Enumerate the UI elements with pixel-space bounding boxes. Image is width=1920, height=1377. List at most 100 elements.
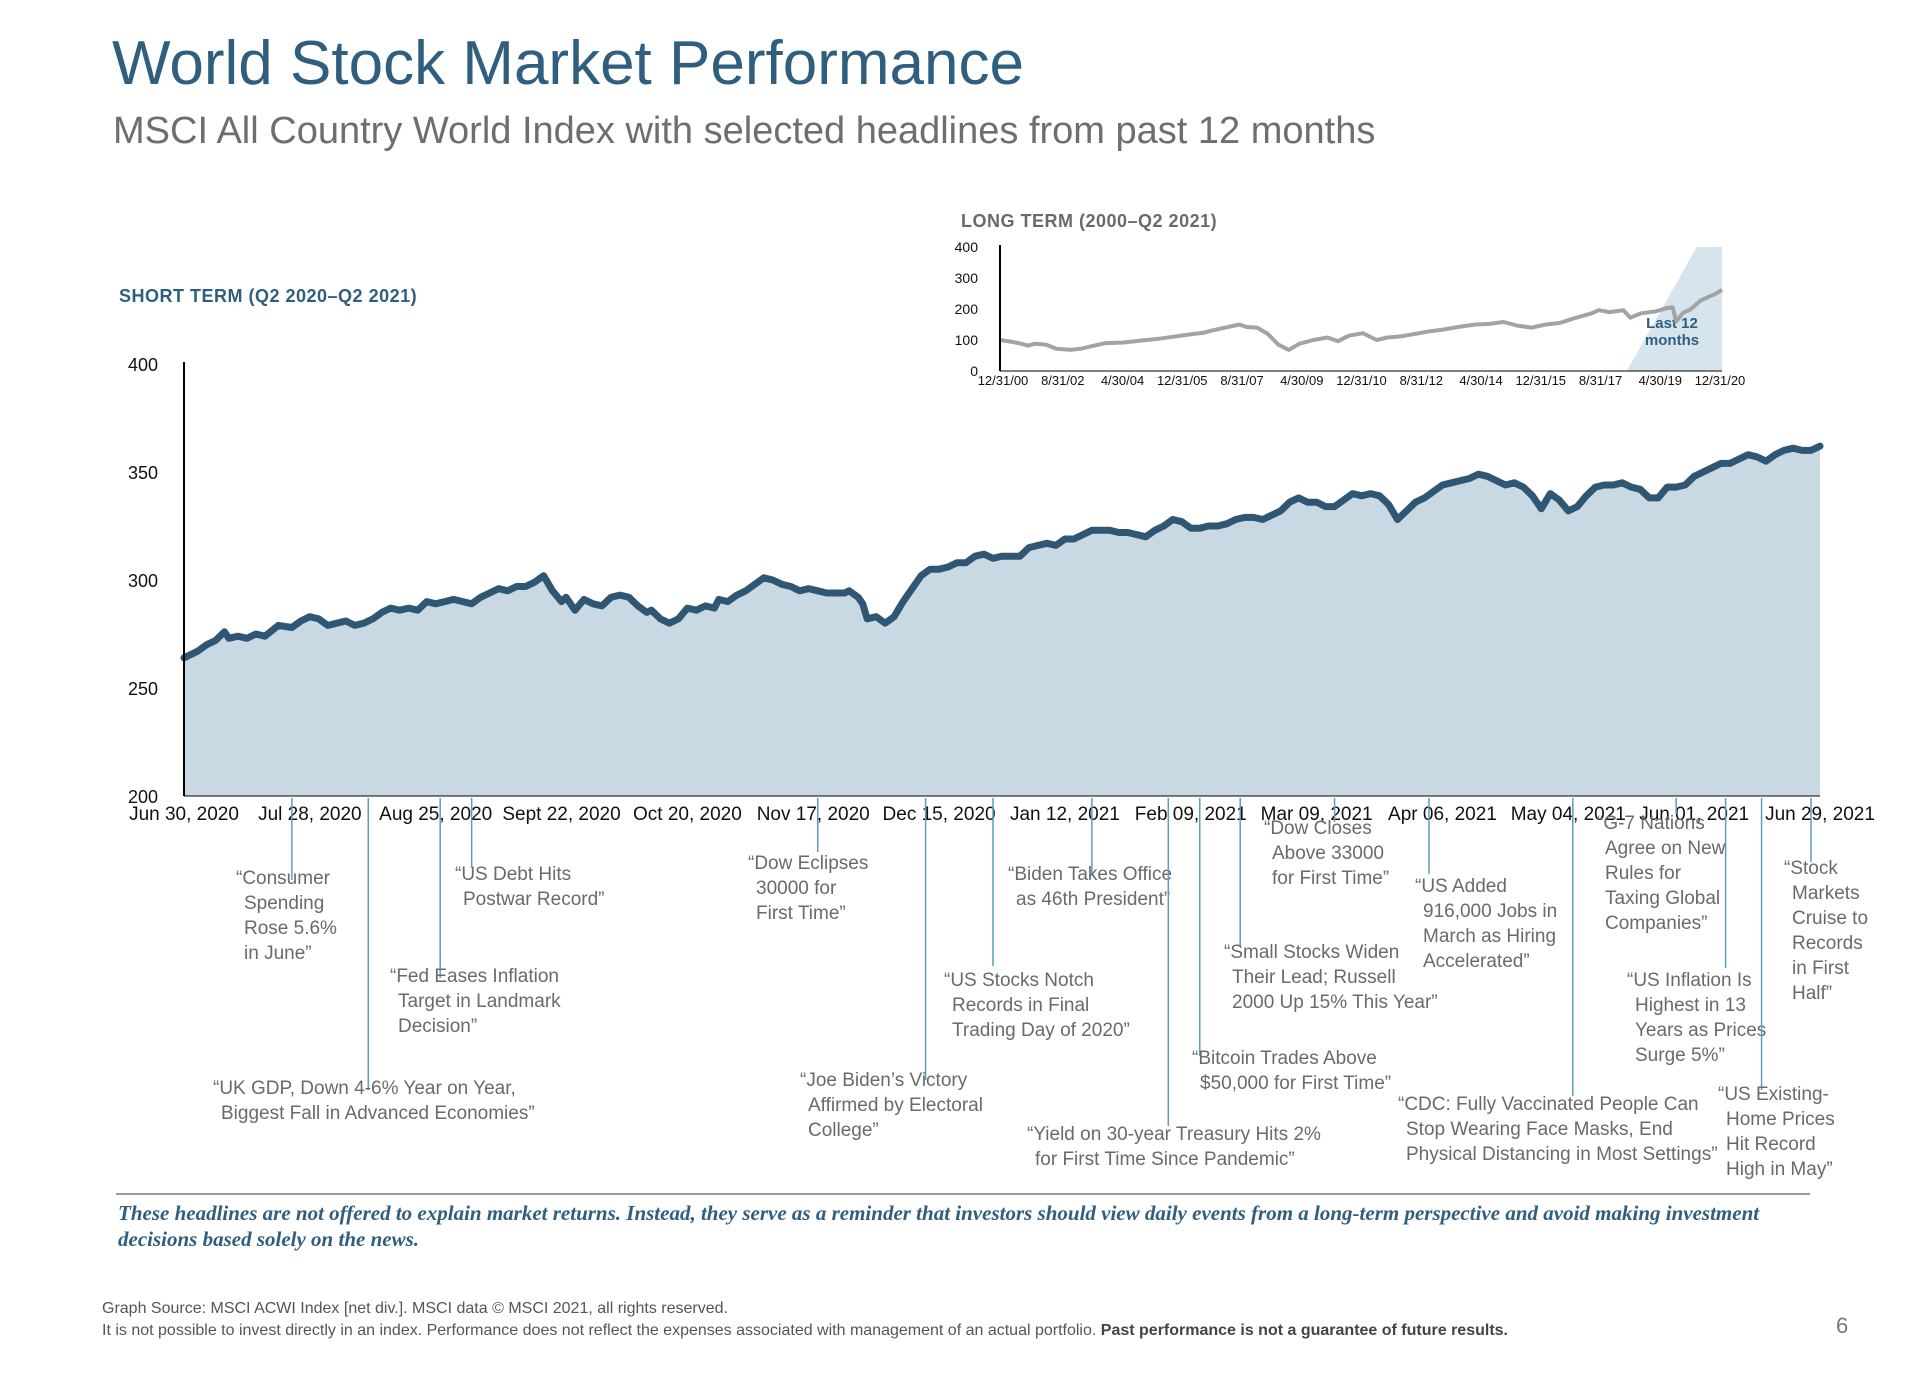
headline-line: Markets <box>1792 883 1860 904</box>
inset-y-tick-label: 300 <box>955 270 979 286</box>
headline-line: “Biden Takes Office <box>1008 864 1172 885</box>
y-tick-label: 300 <box>128 571 158 591</box>
headline-line: Decision” <box>398 1016 477 1037</box>
x-tick-label: Jun 29, 2021 <box>1765 804 1875 825</box>
headline-line: Records in Final <box>952 995 1089 1016</box>
headline-line: College” <box>808 1120 879 1141</box>
page-subtitle: MSCI All Country World Index with select… <box>113 110 1376 152</box>
headline-text: “US Inflation Is Highest in 13 Years as Pr… <box>1627 970 1766 1066</box>
headline-text: “Dow Closes Above 33000 for First Time” <box>1264 818 1389 889</box>
headline-line: “Bitcoin Trades Above <box>1192 1048 1377 1069</box>
headline-line: as 46th President” <box>1016 889 1170 910</box>
x-tick-label: Mar 09, 2021 <box>1261 804 1373 825</box>
headline-line: “Consumer <box>236 868 331 889</box>
headline-text: “US Added 916,000 Jobs in March as Hiring A… <box>1415 876 1557 972</box>
headline-line: “Dow Closes <box>1264 818 1372 839</box>
x-tick-label: May 04, 2021 <box>1511 804 1626 825</box>
headline-text: “Joe Biden’s Victory Affirmed by Electora… <box>800 1070 983 1141</box>
long-term-label: LONG TERM (2000–Q2 2021) <box>961 211 1218 231</box>
inset-y-tick-label: 200 <box>955 301 979 317</box>
x-tick-label: Apr 06, 2021 <box>1388 804 1497 825</box>
headline-line: Their Lead; Russell <box>1232 967 1396 988</box>
headline-line: Spending <box>244 893 324 914</box>
x-tick-label: Jan 12, 2021 <box>1010 804 1120 825</box>
series-line-short-term <box>180 442 1824 662</box>
x-tick-label: Aug 25, 2020 <box>379 804 492 825</box>
headline-line: “Yield on 30-year Treasury Hits 2% <box>1027 1124 1321 1145</box>
headline-line: High in May” <box>1726 1159 1833 1180</box>
headline-line: Taxing Global <box>1605 888 1720 909</box>
headline-line: Physical Distancing in Most Settings” <box>1406 1144 1718 1165</box>
headline-line: Highest in 13 <box>1635 995 1746 1016</box>
headline-line: in First <box>1792 958 1850 979</box>
inset-x-tick-label: 8/31/17 <box>1579 373 1622 388</box>
series-area-short-term <box>184 446 1820 796</box>
headline-line: for First Time Since Pandemic” <box>1035 1149 1295 1170</box>
headline-line: Half” <box>1792 983 1832 1004</box>
headline-text: “UK GDP, Down 4-6% Year on Year, Biggest … <box>213 1078 535 1124</box>
headline-text: “Small Stocks Widen Their Lead; Russell 20… <box>1224 942 1438 1013</box>
footer-note-text: It is not possible to invest directly in… <box>102 1322 1097 1339</box>
headline-line: for First Time” <box>1272 868 1389 889</box>
headline-line: Stop Wearing Face Masks, End <box>1406 1119 1673 1140</box>
inset-x-tick-label: 8/31/12 <box>1400 373 1443 388</box>
inset-x-tick-label: 4/30/04 <box>1101 373 1144 388</box>
headline-line: Trading Day of 2020” <box>952 1020 1130 1041</box>
footer-source: Graph Source: MSCI ACWI Index [net div.]… <box>102 1300 728 1317</box>
headline-line: Biggest Fall in Advanced Economies” <box>221 1103 535 1124</box>
headline-text: “Yield on 30-year Treasury Hits 2% for Fi… <box>1027 1124 1321 1170</box>
headline-text: “Fed Eases Inflation Target in Landmark De… <box>390 966 561 1037</box>
y-tick-label: 200 <box>128 787 158 807</box>
headline-line: “G-7 Nations <box>1597 813 1705 834</box>
inset-annotation-line: Last 12 <box>1646 315 1698 332</box>
y-tick-label: 250 <box>128 679 158 699</box>
headline-text: “US Stocks Notch Records in Final Trading … <box>944 970 1130 1041</box>
x-tick-label: Sept 22, 2020 <box>502 804 620 825</box>
headline-line: Accelerated” <box>1423 951 1530 972</box>
x-tick-label: Dec 15, 2020 <box>883 804 996 825</box>
headline-line: Affirmed by Electoral <box>808 1095 983 1116</box>
headline-line: “US Existing- <box>1718 1084 1829 1105</box>
headline-text: “Dow Eclipses 30000 for First Time” <box>748 853 868 924</box>
inset-y-tick-label: 400 <box>955 239 979 255</box>
x-tick-label: Oct 20, 2020 <box>633 804 742 825</box>
headline-line: 916,000 Jobs in <box>1423 901 1557 922</box>
x-tick-label: Jun 30, 2020 <box>129 804 239 825</box>
x-tick-label: Jun 01, 2021 <box>1639 804 1749 825</box>
headline-line: Home Prices <box>1726 1109 1835 1130</box>
inset-x-tick-label: 12/31/20 <box>1695 373 1746 388</box>
headline-line: Records <box>1792 933 1863 954</box>
headline-line: “Fed Eases Inflation <box>390 966 559 987</box>
inset-x-tick-label: 4/30/14 <box>1459 373 1502 388</box>
headline-line: Hit Record <box>1726 1134 1816 1155</box>
headline-line: March as Hiring <box>1423 926 1556 947</box>
divider <box>116 1193 1810 1195</box>
headline-line: 2000 Up 15% This Year” <box>1232 992 1438 1013</box>
headline-line: Agree on New <box>1605 838 1726 859</box>
headline-line: Above 33000 <box>1272 843 1384 864</box>
footer-note-bold: Past performance is not a guarantee of f… <box>1100 1322 1508 1339</box>
headline-text: “G-7 Nations Agree on New Rules for Taxing … <box>1597 813 1726 934</box>
inset-annotation-line: months <box>1645 332 1699 349</box>
inset-x-tick-label: 8/31/07 <box>1220 373 1263 388</box>
headline-text: “Bitcoin Trades Above $50,000 for First T… <box>1192 1048 1391 1094</box>
headline-line: “Dow Eclipses <box>748 853 868 874</box>
headline-line: Surge 5%” <box>1635 1045 1725 1066</box>
headline-line: “CDC: Fully Vaccinated People Can <box>1398 1094 1699 1115</box>
headline-line: 30000 for <box>756 878 837 899</box>
inset-y-tick-label: 100 <box>955 332 979 348</box>
headline-line: Postwar Record” <box>463 889 605 910</box>
headline-line: Cruise to <box>1792 908 1868 929</box>
inset-x-tick-label: 12/31/00 <box>978 373 1029 388</box>
headline-line: “US Added <box>1415 876 1507 897</box>
headline-line: “US Debt Hits <box>455 864 571 885</box>
inset-y-tick-label: 0 <box>970 363 978 379</box>
headline-line: “Small Stocks Widen <box>1224 942 1399 963</box>
inset-x-tick-label: 12/31/15 <box>1515 373 1566 388</box>
inset-x-tick-label: 12/31/05 <box>1157 373 1208 388</box>
inset-x-tick-label: 4/30/19 <box>1639 373 1682 388</box>
headline-line: Target in Landmark <box>398 991 561 1012</box>
headline-line: “Stock <box>1784 858 1838 879</box>
headline-text: “Biden Takes Office as 46th President” <box>1008 864 1172 910</box>
headline-line: $50,000 for First Time” <box>1200 1073 1391 1094</box>
